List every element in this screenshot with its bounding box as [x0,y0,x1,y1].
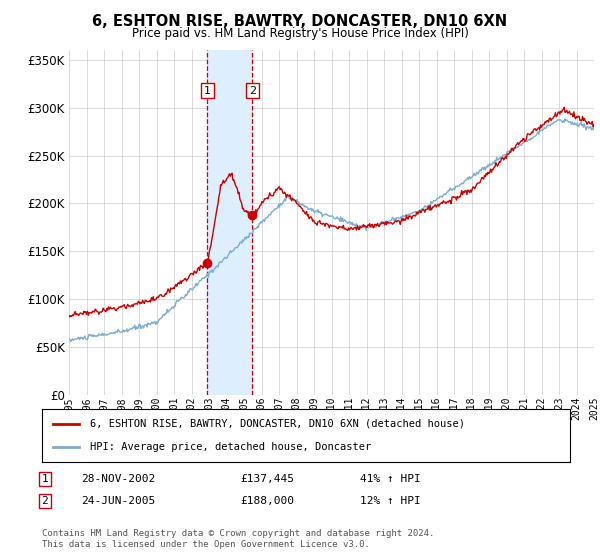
Bar [208,50,253,395]
Text: 41% ↑ HPI: 41% ↑ HPI [360,474,421,484]
Text: 1: 1 [204,86,211,96]
Text: HPI: Average price, detached house, Doncaster: HPI: Average price, detached house, Donc… [89,442,371,452]
Text: £137,445: £137,445 [240,474,294,484]
Text: 2: 2 [41,496,49,506]
Text: 28-NOV-2002: 28-NOV-2002 [81,474,155,484]
Text: £188,000: £188,000 [240,496,294,506]
Text: 1: 1 [41,474,49,484]
Text: 12% ↑ HPI: 12% ↑ HPI [360,496,421,506]
Text: 6, ESHTON RISE, BAWTRY, DONCASTER, DN10 6XN (detached house): 6, ESHTON RISE, BAWTRY, DONCASTER, DN10 … [89,419,464,429]
Text: 2: 2 [249,86,256,96]
Text: Contains HM Land Registry data © Crown copyright and database right 2024.
This d: Contains HM Land Registry data © Crown c… [42,529,434,549]
Text: 6, ESHTON RISE, BAWTRY, DONCASTER, DN10 6XN: 6, ESHTON RISE, BAWTRY, DONCASTER, DN10 … [92,14,508,29]
Text: Price paid vs. HM Land Registry's House Price Index (HPI): Price paid vs. HM Land Registry's House … [131,27,469,40]
Text: 24-JUN-2005: 24-JUN-2005 [81,496,155,506]
